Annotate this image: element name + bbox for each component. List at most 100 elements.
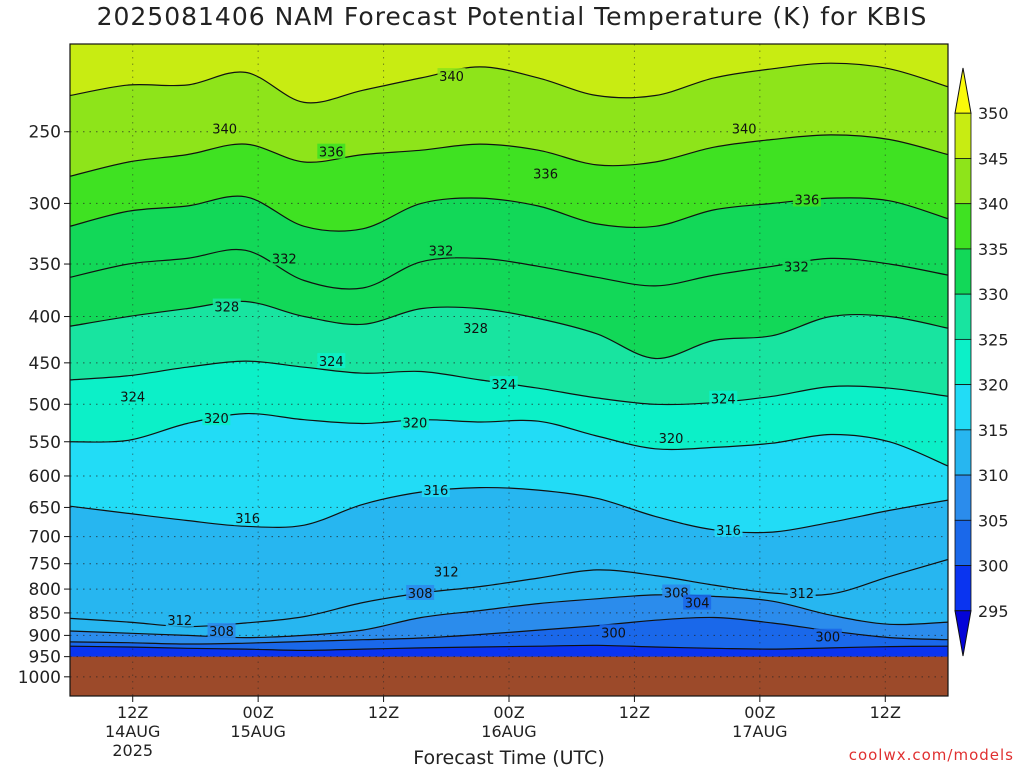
contour-label: 324 xyxy=(319,355,344,370)
contour-label-bg xyxy=(683,594,712,610)
contour-316 xyxy=(70,486,948,534)
x-tick-time: 12Z xyxy=(117,703,148,722)
contour-label: 336 xyxy=(319,146,344,161)
contour-label: 316 xyxy=(235,512,260,527)
y-tick-label: 400 xyxy=(29,308,61,328)
contour-label: 324 xyxy=(711,393,736,408)
contour-label: 324 xyxy=(491,378,516,393)
contour-label-bg xyxy=(437,68,466,84)
y-tick-label: 300 xyxy=(29,194,61,214)
colorbar-legend: 295 300 305 310 315 320 325 330 335 340 345 350 xyxy=(954,67,1009,657)
contour-label: 320 xyxy=(659,432,684,447)
contour-label: 312 xyxy=(789,587,814,602)
contour-label-bg xyxy=(118,388,147,404)
contour-label-bg xyxy=(165,611,194,627)
x-tick-time: 00Z xyxy=(493,703,524,722)
y-tick-label: 900 xyxy=(29,626,61,646)
y-tick-label: 950 xyxy=(29,648,61,668)
contour-label: 328 xyxy=(463,322,488,337)
y-tick-label: 850 xyxy=(29,604,61,624)
contour-label: 340 xyxy=(439,70,464,85)
contour-label-bg xyxy=(813,628,842,644)
below-ground-mask xyxy=(70,656,948,696)
colorbar-segment xyxy=(954,112,972,159)
x-tick-time: 12Z xyxy=(368,703,399,722)
y-tick-label: 700 xyxy=(29,528,61,548)
chart-title: 2025081406 NAM Forecast Potential Temper… xyxy=(96,2,928,31)
y-tick-label: 600 xyxy=(29,467,61,487)
colorbar-label: 305 xyxy=(978,511,1009,530)
contour-label: 340 xyxy=(212,123,237,138)
contour-label-bg xyxy=(730,120,759,136)
y-tick-label: 250 xyxy=(29,123,61,143)
colorbar-segment xyxy=(954,158,972,205)
colorbar-segment xyxy=(954,565,972,612)
contour-label: 332 xyxy=(272,252,297,267)
contour-label: 340 xyxy=(732,123,757,138)
contour-300 xyxy=(70,644,948,652)
x-tick-time: 12Z xyxy=(870,703,901,722)
colorbar-segment xyxy=(954,384,972,431)
contour-344 xyxy=(70,62,948,104)
x-tick-date: 15AUG xyxy=(230,722,285,741)
contour-label: 304 xyxy=(685,597,710,612)
contour-label: 332 xyxy=(429,244,454,259)
contour-label-bg xyxy=(233,510,262,526)
contour-label: 312 xyxy=(434,565,459,580)
ground-surface xyxy=(70,656,948,696)
contour-label-bg xyxy=(714,521,743,537)
contour-label: 308 xyxy=(209,625,234,640)
contour-label-bg xyxy=(657,430,686,446)
colorbar-cap-top xyxy=(954,67,972,114)
contour-label-bg xyxy=(421,482,450,498)
x-tick-date: 16AUG xyxy=(481,722,536,741)
contour-label-bg xyxy=(531,165,560,181)
y-tick-label: 550 xyxy=(29,433,61,453)
contour-label-bg xyxy=(432,563,461,579)
colorbar-label: 325 xyxy=(978,330,1009,349)
contour-label-bg xyxy=(406,584,435,600)
contour-label-bg xyxy=(489,376,518,392)
colorbar-label: 330 xyxy=(978,285,1009,304)
x-tick-time: 00Z xyxy=(242,703,273,722)
colorbar-label: 340 xyxy=(978,195,1009,214)
contour-label-bg xyxy=(270,250,299,266)
contour-label: 328 xyxy=(214,301,239,316)
y-axis: 2503003504004505005506006507007508008509… xyxy=(18,123,70,688)
colorbar-label: 315 xyxy=(978,421,1009,440)
contour-label: 336 xyxy=(794,193,819,208)
contour-label: 336 xyxy=(533,167,558,182)
band-theta-344 xyxy=(70,44,948,103)
contour-label-bg xyxy=(787,584,816,600)
contour-label-bg xyxy=(599,624,628,640)
x-tick-year: 2025 xyxy=(112,741,153,760)
x-tick-time: 12Z xyxy=(619,703,650,722)
colorbar-segment xyxy=(954,519,972,566)
contour-label-bg xyxy=(782,258,811,274)
contour-340 xyxy=(70,134,948,177)
contour-label: 300 xyxy=(815,631,840,646)
contour-label-bg xyxy=(709,390,738,406)
colorbar-label: 320 xyxy=(978,376,1009,395)
contour-label: 300 xyxy=(601,626,626,641)
contour-label-bg xyxy=(212,298,241,314)
contour-label-bg xyxy=(792,191,821,207)
contour-label: 332 xyxy=(784,260,809,275)
credit-text: coolwx.com/models xyxy=(848,746,1014,764)
contour-label-bg xyxy=(461,320,490,336)
contour-label: 316 xyxy=(716,524,741,539)
x-tick-date: 17AUG xyxy=(732,722,787,741)
contour-label-bg xyxy=(400,414,429,430)
contour-label: 308 xyxy=(408,587,433,602)
contour-label: 316 xyxy=(423,484,448,499)
colorbar-segment xyxy=(954,293,972,340)
pressure-gridlines xyxy=(70,44,948,696)
contour-label-bg xyxy=(210,120,239,136)
contour-label-bg xyxy=(207,622,236,638)
contour-label: 320 xyxy=(403,417,428,432)
contour-label-bg xyxy=(202,410,231,426)
contour-label: 324 xyxy=(120,390,145,405)
colorbar-cap-bottom xyxy=(954,610,972,657)
x-tick-date: 14AUG xyxy=(105,722,160,741)
